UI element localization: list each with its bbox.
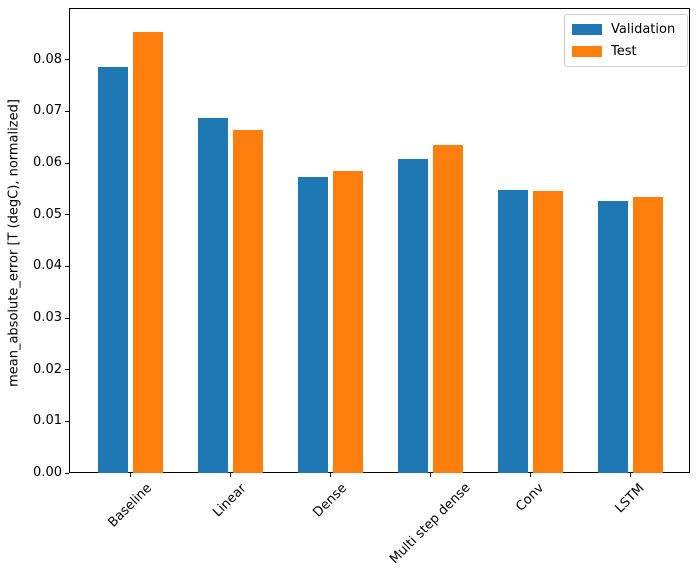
bar-test-conv (532, 191, 563, 473)
y-tick-mark (65, 420, 69, 422)
y-axis-label: mean_absolute_error [T (degC), normalize… (6, 99, 22, 387)
y-tick-mark (65, 369, 69, 371)
test-swatch-icon (572, 46, 602, 57)
bar-test-multi-step-dense (432, 144, 463, 473)
legend-item-validation: Validation (572, 22, 680, 37)
y-tick-mark (65, 472, 69, 474)
y-tick-mark (65, 214, 69, 216)
x-tick-mark (629, 473, 631, 477)
y-tick-label: 0.04 (33, 258, 62, 274)
bar-validation-lstm (597, 201, 628, 473)
x-tick-mark (229, 473, 231, 477)
y-tick-mark (65, 265, 69, 267)
bar-validation-baseline (97, 66, 128, 473)
bar-test-linear (232, 129, 263, 473)
x-tick-mark (129, 473, 131, 477)
y-tick-label: 0.05 (33, 206, 62, 222)
x-tick-label: Conv (512, 480, 547, 515)
y-tick-label: 0.07 (33, 103, 62, 119)
bar-validation-multi-step-dense (397, 158, 428, 473)
legend-item-test: Test (572, 44, 680, 59)
y-tick-label: 0.01 (33, 413, 62, 429)
x-tick-label: Linear (210, 480, 250, 521)
x-tick-label: Multi step dense (386, 480, 474, 568)
y-tick-mark (65, 59, 69, 61)
bar-test-baseline (132, 32, 163, 473)
x-tick-label: LSTM (611, 481, 648, 517)
bar-validation-conv (497, 190, 528, 473)
y-tick-label: 0.02 (33, 361, 62, 377)
y-tick-label: 0.03 (33, 310, 62, 325)
x-tick-mark (329, 473, 331, 477)
x-tick-mark (429, 473, 431, 477)
validation-swatch-icon (572, 24, 602, 35)
legend: Validation Test (564, 14, 688, 67)
y-tick-mark (65, 317, 69, 319)
y-tick-label: 0.00 (33, 465, 62, 480)
y-tick-label: 0.08 (33, 51, 62, 67)
legend-label-test: Test (611, 44, 637, 59)
bar-validation-dense (297, 176, 328, 473)
bar-test-lstm (632, 196, 663, 473)
y-tick-mark (65, 110, 69, 112)
bar-test-dense (332, 171, 363, 473)
legend-label-validation: Validation (611, 22, 676, 37)
x-tick-label: Dense (309, 480, 350, 521)
y-tick-label: 0.06 (33, 155, 62, 170)
x-tick-label: Baseline (104, 480, 155, 531)
x-tick-mark (529, 473, 531, 477)
bar-validation-linear (197, 117, 228, 473)
plot-area (69, 8, 690, 473)
y-tick-mark (65, 162, 69, 164)
